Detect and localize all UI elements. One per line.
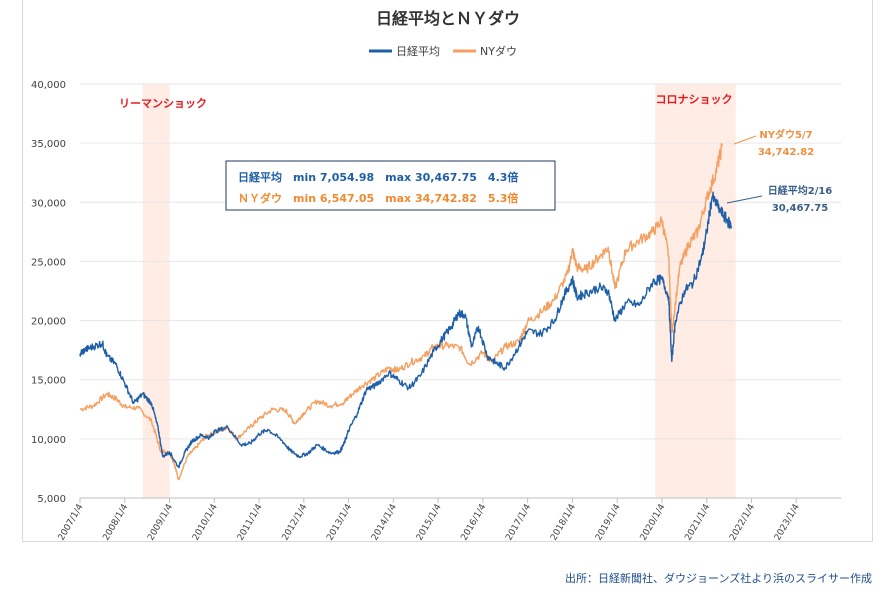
x-tick-label: 2023/1/4: [773, 502, 802, 542]
y-tick-label: 25,000: [31, 257, 66, 268]
nikkei-end-leader: [726, 195, 763, 204]
legend: 日経平均 NYダウ: [369, 44, 517, 58]
x-tick-label: 2013/1/4: [325, 502, 354, 542]
lehman-shock-label: リーマンショック: [119, 97, 207, 110]
series-line-nydow: [79, 142, 724, 481]
nikkei-end-name: 日経平均2/16: [768, 184, 833, 197]
x-tick-label: 2017/1/4: [504, 502, 533, 542]
x-tick-label: 2009/1/4: [146, 502, 175, 542]
x-tick-label: 2007/1/4: [57, 502, 86, 542]
corona-shock-label: コロナショック: [656, 93, 733, 106]
nikkei-end-value: 30,467.75: [772, 203, 828, 214]
y-tick-label: 35,000: [31, 139, 66, 150]
chart-title: 日経平均とＮＹダウ: [376, 9, 520, 28]
nydow-end-value: 34,742.82: [758, 147, 814, 158]
x-tick-label: 2015/1/4: [415, 502, 444, 542]
shaded-period-0: [142, 84, 170, 498]
x-tick-label: 2011/1/4: [236, 502, 265, 542]
stats-box-border: [225, 160, 556, 211]
series-lines: [79, 142, 732, 481]
x-tick-label: 2014/1/4: [370, 502, 399, 542]
stats-nydow: ＮＹダウ min 6,547.05 max 34,742.82 5.3倍: [238, 191, 518, 205]
y-tick-label: 15,000: [31, 376, 66, 387]
legend-label-nydow: NYダウ: [480, 44, 517, 58]
x-tick-label: 2022/1/4: [728, 502, 757, 542]
y-tick-label: 30,000: [31, 198, 66, 209]
y-axis: 5,000 10,000 15,000 20,000 25,000 30,000 35,00…: [31, 80, 66, 505]
legend-label-nikkei: 日経平均: [396, 45, 440, 58]
end-labels: NYダウ5/7 34,742.82 日経平均2/16 30,467.75: [726, 128, 833, 214]
shaded-period-1: [655, 84, 736, 498]
x-tick-label: 2020/1/4: [639, 502, 668, 542]
series-line-nikkei: [79, 191, 732, 469]
stats-nikkei: 日経平均 min 7,054.98 max 30,467.75 4.3倍: [238, 170, 518, 184]
x-tick-label: 2016/1/4: [460, 502, 489, 542]
y-tick-label: 5,000: [37, 494, 66, 505]
shaded-periods: [142, 84, 736, 498]
nydow-end-leader: [733, 135, 757, 145]
x-tick-label: 2012/1/4: [281, 502, 310, 542]
chart-frame: [22, 0, 873, 542]
nydow-end-name: NYダウ5/7: [759, 128, 812, 141]
source-note: 出所：日経新聞社、ダウジョーンズ社より浜のスライサー作成: [565, 572, 873, 585]
y-gridlines: [80, 83, 841, 499]
stats-box: 日経平均 min 7,054.98 max 30,467.75 4.3倍 ＮＹダ…: [225, 160, 556, 211]
x-tick-label: 2019/1/4: [594, 502, 623, 542]
x-tick-label: 2018/1/4: [549, 502, 578, 542]
x-tick-label: 2010/1/4: [191, 502, 220, 542]
y-tick-label: 10,000: [31, 435, 66, 446]
x-tick-label: 2008/1/4: [101, 502, 130, 542]
x-tick-label: 2021/1/4: [683, 502, 712, 542]
y-tick-label: 20,000: [31, 317, 66, 328]
x-axis: 2007/1/4 2008/1/4 2009/1/4 2010/1/4 2011/1/4…: [57, 498, 802, 543]
y-tick-label: 40,000: [31, 80, 66, 91]
